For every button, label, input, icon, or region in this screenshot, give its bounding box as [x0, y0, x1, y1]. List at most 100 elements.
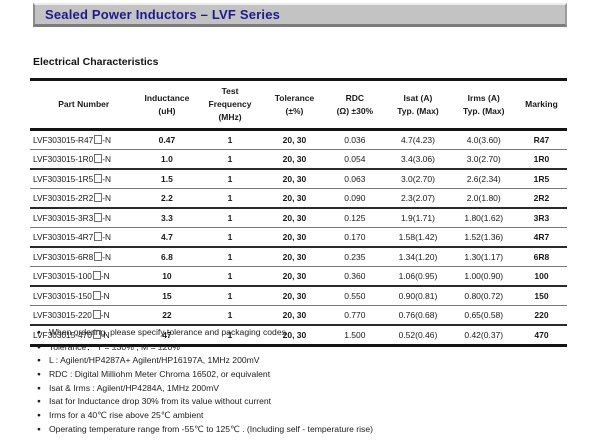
- rdc-cell: 1.500: [344, 330, 366, 340]
- irms-cell: 2.0(1.80): [466, 193, 501, 203]
- package-code-box-icon: [92, 310, 101, 319]
- isat-cell: 1.34(1.20): [398, 252, 438, 262]
- part-number-prefix: LVF303015-220: [33, 310, 92, 320]
- table-row: LVF303015-3R3 -N 3.3 1 20, 30 0.125 1.9(1.71) 1…: [30, 208, 567, 228]
- col-header-test_frequency: Test Frequency (MHz): [196, 80, 263, 130]
- bullet-icon: ●: [37, 356, 41, 364]
- part-number-suffix: -N: [102, 232, 112, 242]
- isat-cell: 4.7(4.23): [400, 135, 435, 145]
- col-header-line: Tolerance: [274, 92, 315, 103]
- rdc-cell: 0.235: [344, 252, 366, 262]
- isat-cell: 1.9(1.71): [400, 213, 435, 223]
- electrical-characteristics-table: Part Number Inductance (uH) Test Frequency (M…: [30, 78, 567, 347]
- part-number-suffix: -N: [100, 310, 110, 320]
- marking-cell: 1R5: [533, 174, 550, 184]
- rdc-cell: 0.125: [344, 213, 366, 223]
- rdc-cell: 0.036: [344, 135, 366, 145]
- package-code-box-icon: [94, 213, 103, 222]
- table-row: LVF303015-R47 -N 0.47 1 20, 30 0.036 4.7(4.23)…: [30, 130, 567, 150]
- part-number-suffix: -N: [102, 174, 112, 184]
- part-number-cell: LVF303015-2R2 -N: [30, 189, 137, 209]
- marking-cell: 6R8: [533, 252, 550, 262]
- col-header-line: (±%): [285, 105, 304, 116]
- tolerance-cell: 20, 30: [282, 154, 307, 164]
- bullet-icon: ●: [37, 412, 41, 420]
- part-number-suffix: -N: [102, 193, 112, 203]
- test-frequency-cell: 1: [227, 213, 233, 223]
- package-code-box-icon: [92, 330, 101, 339]
- test-frequency-cell: 1: [227, 232, 233, 242]
- marking-cell: 220: [534, 310, 549, 320]
- rdc-cell: 0.054: [344, 154, 366, 164]
- inductance-cell: 0.47: [158, 135, 176, 145]
- col-header-line: Isat (A): [403, 92, 433, 103]
- irms-cell: 1.00(0.90): [464, 271, 504, 281]
- inductance-cell: 6.8: [161, 252, 173, 262]
- footnote-text: Isat & Irms : Agilent/HP4284A, 1MHz 200m…: [48, 382, 219, 393]
- package-code-box-icon: [94, 232, 103, 241]
- bullet-icon: ●: [37, 329, 41, 336]
- footnotes-list: ● When ordering, please specify tolerance…: [37, 327, 577, 438]
- table-row: LVF303015-4R7 -N 4.7 1 20, 30 0.170 1.58(1.42)…: [30, 228, 567, 247]
- col-header-line: Frequency: [208, 99, 252, 109]
- part-number-suffix: -N: [100, 271, 110, 281]
- table-row: LVF303015-1R0 -N 1.0 1 20, 30 0.054 3.4(3.06) 3…: [30, 150, 567, 169]
- col-header-line: Irms (A): [467, 92, 500, 103]
- isat-cell: 2.3(2.07): [400, 193, 435, 203]
- part-number-suffix: -N: [100, 330, 110, 340]
- tolerance-cell: 20, 30: [282, 291, 307, 301]
- table-row: LVF303015-100 -N 10 1 20, 30 0.360 1.06(0.95) 1…: [30, 267, 567, 287]
- irms-cell: 1.52(1.36): [464, 232, 504, 242]
- marking-cell: 1R0: [533, 154, 550, 164]
- test-frequency-cell: 1: [227, 330, 233, 340]
- part-number-cell: LVF303015-6R8 -N: [30, 247, 137, 267]
- bullet-icon: ●: [37, 384, 41, 392]
- part-number-prefix: LVF303015-470: [33, 330, 92, 340]
- col-header-line: Test: [221, 86, 239, 96]
- tolerance-cell: 20, 30: [282, 271, 307, 281]
- tolerance-cell: 20, 30: [282, 213, 307, 223]
- col-header-line: Inductance: [144, 92, 190, 103]
- tolerance-cell: 20, 30: [282, 252, 307, 262]
- table-row: LVF303015-470 -N 47 1 20, 30 1.500 0.52(0.46) 0…: [30, 325, 567, 346]
- table-row: LVF303015-6R8 -N 6.8 1 20, 30 0.235 1.34(1.20)…: [30, 247, 567, 267]
- tolerance-cell: 20, 30: [282, 135, 307, 145]
- col-header-irms: Irms (A) Typ. (Max): [452, 80, 516, 130]
- irms-cell: 1.30(1.17): [464, 252, 504, 262]
- inductance-cell: 10: [162, 271, 172, 281]
- section-heading: Electrical Characteristics: [33, 56, 159, 68]
- part-number-suffix: -N: [102, 213, 112, 223]
- test-frequency-cell: 1: [227, 310, 233, 320]
- test-frequency-cell: 1: [227, 135, 233, 145]
- col-header-isat: Isat (A) Typ. (Max): [384, 80, 451, 130]
- page-title: Sealed Power Inductors – LVF Series: [45, 7, 281, 22]
- marking-cell: 100: [534, 271, 549, 281]
- footnote-item: ● Irms for a 40℃ rise above 25℃ ambient: [37, 410, 577, 424]
- package-code-box-icon: [92, 271, 101, 280]
- bullet-icon: ●: [37, 370, 41, 378]
- test-frequency-cell: 1: [227, 291, 233, 301]
- table-row: LVF303015-1R5 -N 1.5 1 20, 30 0.063 3.0(2.70) 2…: [30, 169, 567, 189]
- isat-cell: 1.58(1.42): [398, 232, 438, 242]
- rdc-cell: 0.770: [344, 310, 366, 320]
- inductance-cell: 47: [162, 330, 172, 340]
- package-code-box-icon: [94, 154, 103, 163]
- footnote-text: RDC : Digital Milliohm Meter Chroma 1650…: [48, 368, 271, 379]
- col-header-tolerance: Tolerance (±%): [264, 80, 326, 130]
- footnote-item: ● Isat for Inductance drop 30% from its v…: [37, 396, 577, 410]
- marking-cell: 4R7: [533, 232, 550, 242]
- rdc-cell: 0.550: [344, 291, 366, 301]
- package-code-box-icon: [94, 193, 103, 202]
- footnote-item: ● When ordering, please specify tolerance…: [37, 327, 577, 341]
- isat-cell: 0.90(0.81): [398, 291, 438, 301]
- table-row: LVF303015-150 -N 15 1 20, 30 0.550 0.90(0.81) 0…: [30, 286, 567, 306]
- part-number-cell: LVF303015-470 -N: [30, 325, 137, 346]
- irms-cell: 3.0(2.70): [466, 154, 501, 164]
- table-row: LVF303015-220 -N 22 1 20, 30 0.770 0.76(0.68) 0…: [30, 306, 567, 325]
- part-number-cell: LVF303015-100 -N: [30, 267, 137, 287]
- inductance-cell: 22: [162, 310, 172, 320]
- inductance-cell: 1.0: [161, 154, 173, 164]
- tolerance-cell: 20, 30: [282, 193, 307, 203]
- footnote-item: ● Isat & Irms : Agilent/HP4284A, 1MHz 200…: [37, 383, 577, 397]
- part-number-suffix: -N: [100, 291, 110, 301]
